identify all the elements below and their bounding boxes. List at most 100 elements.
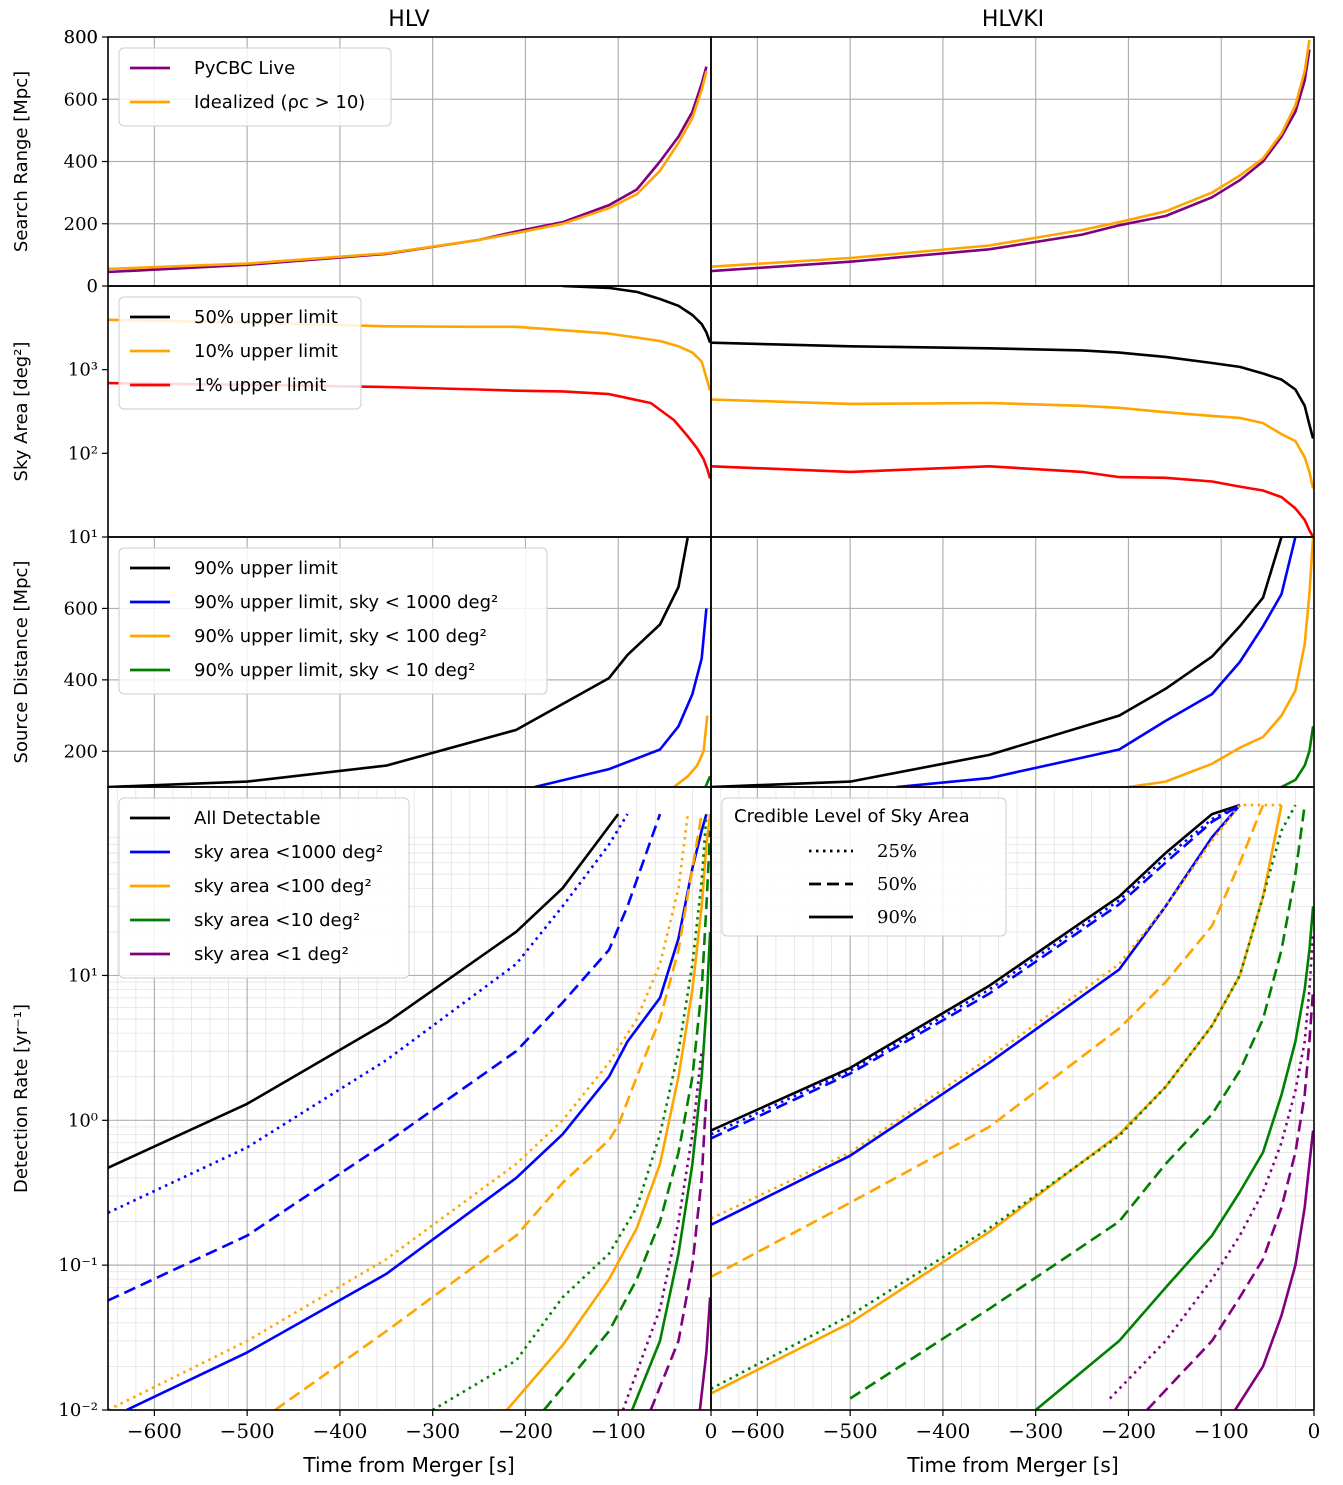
- panel-detection_rate-hlv: 10⁻² 10⁻¹ 10⁰ 10¹ Detection Rate [yr⁻¹] −600 −…: [11, 786, 718, 1443]
- y-axis-label: Detection Rate [yr⁻¹]: [11, 1004, 32, 1193]
- series-line-sky-area-100-deg-25-dotted: [711, 803, 1282, 1220]
- series-line-pycbc-live-solid: [711, 49, 1311, 273]
- series-line-90-upper-limit-solid: [108, 537, 690, 787]
- axes-frame: [710, 285, 1315, 538]
- y-tick-label: 10⁻²: [58, 1400, 98, 1421]
- series-line-90-upper-limit-sky-1000-deg-solid: [534, 608, 708, 787]
- legend-label: 50%: [877, 874, 917, 895]
- legend-label: sky area <1000 deg²: [194, 842, 383, 863]
- legend-label: 50% upper limit: [194, 307, 338, 328]
- series-group: [711, 39, 1311, 273]
- x-axis-label-left: Time from Merger [s]: [302, 1453, 514, 1477]
- column-title-hlv: HLV: [388, 7, 429, 32]
- series-line-all-detectable-solid: [108, 813, 620, 1169]
- legend-box: [118, 797, 410, 979]
- series-line-idealized-solid: [711, 39, 1311, 268]
- legend-label: All Detectable: [194, 808, 321, 829]
- axes-frame: [710, 786, 1315, 1411]
- panel-source_distance-hlv: 200 400 600 Source Distance [Mpc] 90% upper …: [11, 536, 712, 788]
- legend-label: 90% upper limit: [194, 558, 338, 579]
- legend-box: [118, 547, 548, 695]
- series-line-sky-area-1-deg-50-dashed: [1146, 989, 1314, 1410]
- series-line-1-upper-limit-solid: [711, 464, 1314, 537]
- series-line-10-upper-limit-solid: [711, 398, 1314, 489]
- y-axis-label: Sky Area [deg²]: [11, 342, 32, 482]
- legend-label: 90% upper limit, sky < 10 deg²: [194, 660, 475, 681]
- legend-label: 90%: [877, 907, 917, 928]
- series-line-sky-area-100-deg-50-dashed: [711, 804, 1265, 1279]
- series-group: [108, 813, 711, 1410]
- series-group: [711, 803, 1314, 1410]
- x-tick-label: −500: [220, 1419, 275, 1443]
- y-axis-label: Search Range [Mpc]: [11, 71, 32, 252]
- series-line-sky-area-1-deg-50-dashed: [649, 1094, 708, 1410]
- legend-title: Credible Level of Sky Area: [734, 806, 970, 827]
- x-tick-label: −400: [312, 1419, 367, 1443]
- series-line-sky-area-10-deg-25-dotted: [711, 804, 1297, 1390]
- series-line-idealized-solid: [108, 70, 708, 271]
- legend-label: sky area <10 deg²: [194, 910, 360, 931]
- legend-sky_area: 50% upper limit 10% upper limit 1% upper l…: [118, 296, 362, 410]
- y-tick-label: 10¹: [68, 965, 98, 986]
- series-line-90-upper-limit-sky-100-deg-solid: [673, 715, 709, 787]
- x-tick-label: 0: [705, 1419, 718, 1443]
- x-tick-label: −500: [823, 1419, 878, 1443]
- x-tick-label: −600: [730, 1419, 785, 1443]
- panel-sky_area-hlvki: [710, 285, 1315, 538]
- y-axis-label: Source Distance [Mpc]: [11, 561, 32, 764]
- panel-source_distance-hlvki: [710, 536, 1315, 788]
- y-tick-label: 200: [64, 741, 98, 762]
- series-line-sky-area-1000-deg-25-dotted: [711, 803, 1241, 1136]
- legend-label: 1% upper limit: [194, 375, 326, 396]
- series-line-sky-area-1000-deg-50-dashed: [711, 803, 1241, 1140]
- legend-box: [118, 47, 392, 127]
- series-line-90-upper-limit-sky-100-deg-solid: [1128, 537, 1314, 787]
- series-line-sky-area-10-deg-50-dashed: [849, 804, 1306, 1400]
- panel-sky_area-hlv: 10¹ 10² 10³ Sky Area [deg²] 50% upper limit 1…: [11, 285, 712, 548]
- y-tick-label: 400: [64, 152, 98, 173]
- series-line-sky-area-100-deg-50-dashed: [274, 813, 703, 1410]
- legend-source_distance: 90% upper limit 90% upper limit, sky < 10…: [118, 547, 548, 695]
- series-group: [711, 341, 1314, 537]
- legend-label: 10% upper limit: [194, 341, 338, 362]
- y-tick-label: 10⁻¹: [58, 1255, 98, 1276]
- series-line-sky-area-1000-deg-25-dotted: [108, 813, 629, 1214]
- series-line-90-upper-limit-sky-10-deg-solid: [1280, 726, 1314, 787]
- x-tick-label: −200: [498, 1419, 553, 1443]
- legend-search_range: PyCBC Live Idealized (ρc > 10): [118, 47, 392, 127]
- x-tick-label: −200: [1101, 1419, 1156, 1443]
- series-line-sky-area-1000-deg-50-dashed: [108, 813, 662, 1302]
- series-line-sky-area-100-deg-90-solid: [505, 813, 711, 1410]
- axes-frame: [710, 536, 1315, 788]
- series-line-90-upper-limit-solid: [711, 537, 1283, 787]
- series-line-90-upper-limit-sky-10-deg-solid: [704, 775, 711, 787]
- y-tick-label: 800: [64, 27, 98, 48]
- panel-search_range-hlvki: [710, 36, 1315, 287]
- series-line-sky-area-10-deg-90-solid: [1034, 906, 1314, 1410]
- series-group: [711, 537, 1314, 787]
- y-tick-label: 200: [64, 214, 98, 235]
- series-line-sky-area-10-deg-90-solid: [630, 931, 711, 1410]
- series-line-sky-area-1000-deg-90-solid: [711, 804, 1241, 1226]
- legend-label: Idealized (ρc > 10): [194, 92, 365, 113]
- y-tick-label: 600: [64, 598, 98, 619]
- panel-detection_rate-hlvki: −600 −500 −400 −300 −200 −100 0 Credible Level …: [710, 786, 1320, 1443]
- series-group: [108, 537, 711, 787]
- legend-label: PyCBC Live: [194, 58, 295, 79]
- y-tick-label: 600: [64, 89, 98, 110]
- series-group: [108, 66, 708, 274]
- y-tick-label: 10⁰: [68, 1110, 98, 1131]
- legend-detection_rate: All Detectable sky area <1000 deg² sky are…: [118, 797, 410, 979]
- y-tick-label: 800: [64, 27, 98, 48]
- x-tick-label: −100: [591, 1419, 646, 1443]
- series-line-90-upper-limit-sky-1000-deg-solid: [896, 537, 1297, 787]
- series-line-sky-area-1-deg-90-solid: [698, 1297, 711, 1410]
- series-line-1-upper-limit-solid: [108, 381, 711, 479]
- series-line-50-upper-limit-solid: [711, 341, 1314, 439]
- x-tick-label: −400: [915, 1419, 970, 1443]
- x-tick-label: −600: [127, 1419, 182, 1443]
- series-line-sky-area-1-deg-90-solid: [1234, 1130, 1314, 1410]
